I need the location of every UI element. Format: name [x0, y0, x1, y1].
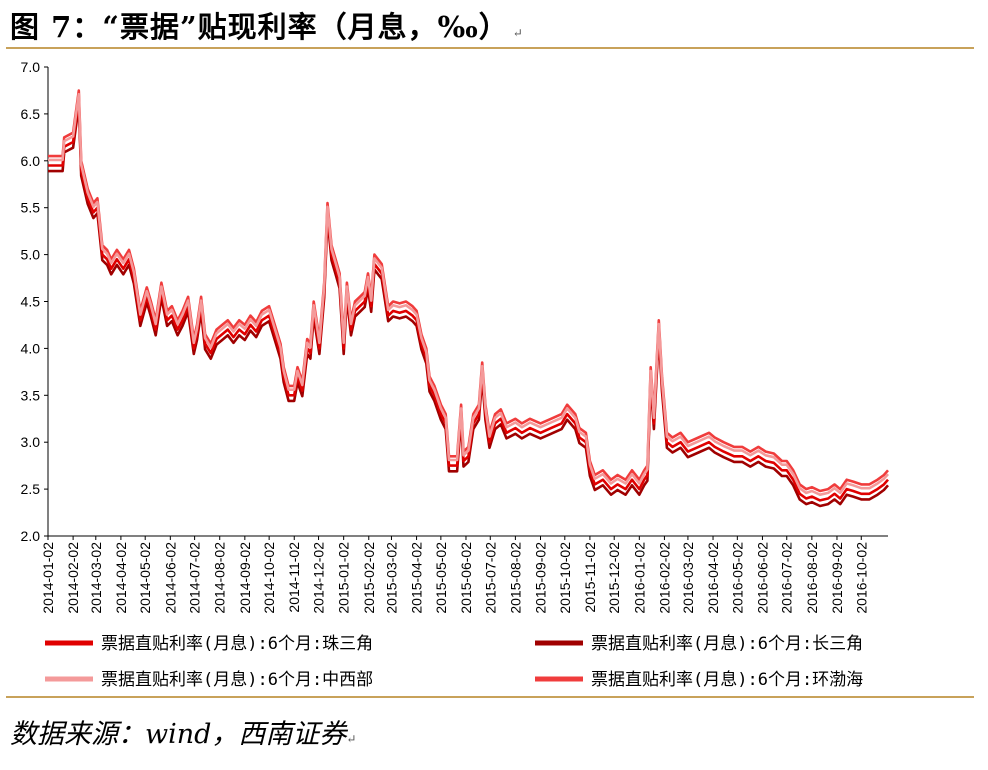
x-tick-label: 2016-08-02 [804, 542, 820, 614]
x-tick-label: 2014-11-02 [286, 542, 302, 613]
title-text: 图 7：“票据”贴现利率（月息，‰） [10, 10, 509, 44]
x-tick-label: 2015-02-02 [361, 542, 377, 614]
x-tick-label: 2015-06-02 [458, 542, 474, 614]
legend-label: 票据直贴利率(月息):6个月:长三角 [591, 634, 863, 654]
y-tick-label: 3.5 [21, 387, 41, 403]
y-tick-label: 7.0 [21, 59, 41, 75]
bottom-divider [6, 696, 974, 698]
y-tick-label: 3.0 [21, 434, 41, 450]
x-tick-label: 2014-06-02 [162, 542, 178, 614]
x-tick-label: 2014-01-02 [40, 542, 56, 614]
x-tick-label: 2016-04-02 [705, 542, 721, 614]
x-tick-label: 2016-03-02 [680, 542, 696, 614]
y-tick-label: 2.5 [21, 481, 41, 497]
paragraph-mark: ↵ [346, 732, 357, 746]
x-tick-label: 2016-07-02 [779, 542, 795, 614]
x-tick-label: 2015-03-02 [383, 542, 399, 614]
legend-label: 票据直贴利率(月息):6个月:环渤海 [591, 670, 863, 690]
x-tick-label: 2016-06-02 [754, 542, 770, 614]
x-tick-label: 2014-10-02 [261, 542, 277, 614]
source-text: 数据来源：wind，西南证券 [10, 719, 347, 750]
x-tick-label: 2016-01-02 [631, 542, 647, 614]
line-chart: 7.0 6.5 6.0 5.5 5.0 4.5 4.0 3.5 3.0 2.5 2.02014-01… [21, 59, 889, 690]
legend-label: 票据直贴利率(月息):6个月:珠三角 [101, 634, 373, 654]
x-tick-label: 2015-01-02 [336, 542, 352, 614]
paragraph-mark: ↵ [512, 26, 524, 40]
series-line [48, 92, 889, 497]
y-tick-label: 6.5 [21, 106, 41, 122]
x-tick-label: 2015-09-02 [532, 542, 548, 614]
y-tick-label: 5.5 [21, 200, 41, 216]
y-tick-label: 4.0 [21, 340, 41, 356]
x-tick-label: 2015-10-02 [557, 542, 573, 614]
top-divider [6, 47, 974, 49]
chart-title: 图 7：“票据”贴现利率（月息，‰） ↵ [10, 4, 524, 46]
source-note: 数据来源：wind，西南证券↵ [10, 712, 356, 751]
x-tick-label: 2014-04-02 [113, 542, 129, 614]
x-tick-label: 2014-05-02 [137, 542, 153, 614]
series-line [48, 98, 889, 502]
x-tick-label: 2016-05-02 [729, 542, 745, 614]
x-tick-label: 2016-10-02 [853, 542, 869, 614]
y-tick-label: 2.0 [21, 528, 41, 544]
y-tick-label: 6.0 [21, 153, 41, 169]
series-line [48, 104, 889, 508]
x-tick-label: 2014-09-02 [237, 542, 253, 614]
x-tick-label: 2015-11-02 [582, 542, 598, 613]
x-tick-label: 2015-05-02 [433, 542, 449, 614]
x-tick-label: 2014-08-02 [212, 542, 228, 614]
x-tick-label: 2014-12-02 [311, 542, 327, 614]
x-tick-label: 2015-04-02 [409, 542, 425, 614]
y-tick-label: 5.0 [21, 247, 41, 263]
y-tick-label: 4.5 [21, 294, 41, 310]
x-tick-label: 2015-07-02 [482, 542, 498, 614]
x-tick-label: 2016-09-02 [829, 542, 845, 614]
x-tick-label: 2015-08-02 [507, 542, 523, 614]
x-tick-label: 2016-02-02 [656, 542, 672, 614]
x-tick-label: 2014-07-02 [187, 542, 203, 614]
x-tick-label: 2014-03-02 [88, 542, 104, 614]
legend-label: 票据直贴利率(月息):6个月:中西部 [101, 670, 373, 690]
x-tick-label: 2014-02-02 [65, 542, 81, 614]
x-tick-label: 2015-12-02 [606, 542, 622, 614]
series-line [48, 89, 889, 493]
